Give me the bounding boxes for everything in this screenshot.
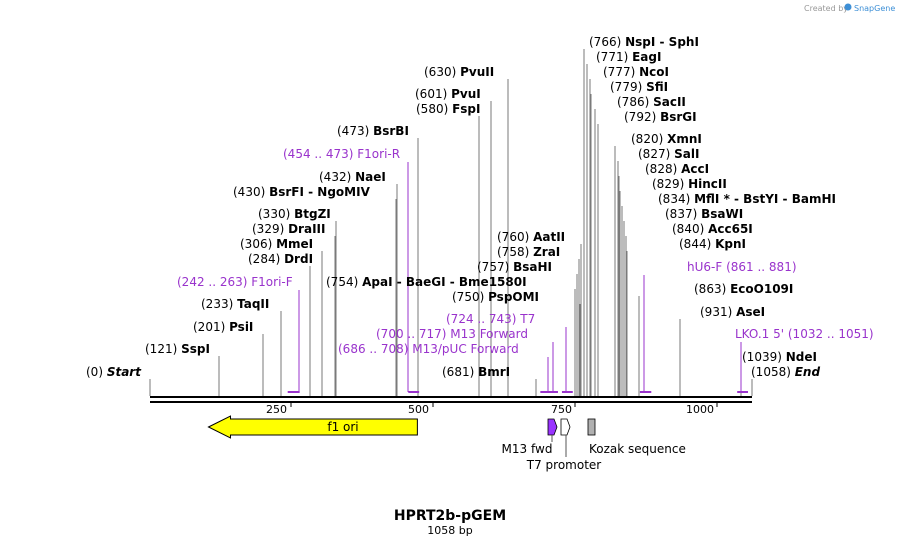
site-label[interactable]: (430) BsrFI - NgoMIV [233, 185, 371, 199]
site-label[interactable]: (829) HincII [652, 177, 727, 191]
site-label[interactable]: (580) FspI [416, 102, 481, 116]
f1-ori-feature-arrow[interactable] [207, 415, 418, 439]
credit-brand: SnapGene [854, 4, 895, 13]
site-label[interactable]: (0) Start [86, 365, 142, 379]
primer-label[interactable]: (686 .. 708) M13/pUC Forward [338, 342, 519, 356]
tick-label-1000: 1000 [686, 403, 714, 416]
site-label[interactable]: (630) PvuII [424, 65, 494, 79]
site-label[interactable]: (779) SfiI [610, 80, 668, 94]
site-label[interactable]: (201) PsiI [193, 320, 253, 334]
leader-lines [149, 49, 753, 396]
primer-label[interactable]: (242 .. 263) F1ori-F [177, 275, 293, 289]
site-label[interactable]: (306) MmeI [240, 237, 313, 251]
site-label[interactable]: (777) NcoI [603, 65, 669, 79]
m13-fwd-feature-arrow[interactable] [547, 418, 558, 436]
site-label[interactable]: (330) BtgZI [258, 207, 331, 221]
primer-label[interactable]: LKO.1 5' (1032 .. 1051) [735, 327, 874, 341]
snapgene-logo-icon [844, 3, 852, 11]
site-label[interactable]: (1039) NdeI [742, 350, 817, 364]
credit-text: Created by [804, 4, 848, 13]
site-label[interactable]: (837) BsaWI [665, 207, 743, 221]
site-label[interactable]: (931) AseI [700, 305, 765, 319]
site-label[interactable]: (844) KpnI [679, 237, 746, 251]
plasmid-length: 1058 bp [427, 524, 472, 537]
site-label[interactable]: (760) AatII [497, 230, 565, 244]
site-label[interactable]: (750) PspOMI [452, 290, 539, 304]
site-label[interactable]: (863) EcoO109I [694, 282, 793, 296]
site-label[interactable]: (827) SalI [638, 147, 699, 161]
site-labels: (0) Start(121) SspI (201) PsiI (233) TaqII… [86, 35, 874, 379]
site-label[interactable]: (828) AccI [645, 162, 709, 176]
site-label[interactable]: (834) MflI * - BstYI - BamHI [658, 192, 836, 206]
primer-label[interactable]: (454 .. 473) F1ori-R [283, 147, 400, 161]
tick-label-500: 500 [408, 403, 429, 416]
kozak-sequence-label: Kozak sequence [589, 442, 686, 456]
site-label[interactable]: (432) NaeI [319, 170, 386, 184]
t7-promoter-feature-arrow[interactable] [560, 418, 571, 436]
m13-fwd-label: M13 fwd [502, 442, 553, 456]
site-label[interactable]: (473) BsrBI [337, 124, 409, 138]
site-label[interactable]: (329) DraIII [252, 222, 325, 236]
site-label[interactable]: (121) SspI [145, 342, 210, 356]
site-label[interactable]: (284) DrdI [248, 252, 313, 266]
site-label[interactable]: (233) TaqII [201, 297, 269, 311]
site-label[interactable]: (1058) End [751, 365, 820, 379]
primer-label[interactable]: (700 .. 717) M13 Forward [376, 327, 528, 341]
primer-label[interactable]: (724 .. 743) T7 [446, 312, 535, 326]
plasmid-title: HPRT2b-pGEM [394, 508, 506, 524]
site-label[interactable]: (681) BmrI [442, 365, 510, 379]
site-label[interactable]: (754) ApaI - BaeGI - Bme1580I [326, 275, 527, 289]
site-label[interactable]: (786) SacII [617, 95, 686, 109]
site-label[interactable]: (771) EagI [596, 50, 661, 64]
site-label[interactable]: (766) NspI - SphI [589, 35, 699, 49]
t7-promoter-label: T7 promoter [526, 458, 602, 472]
primer-label[interactable]: hU6-F (861 .. 881) [687, 260, 797, 274]
site-label[interactable]: (792) BsrGI [624, 110, 697, 124]
kozak-feature-box[interactable] [587, 418, 596, 436]
site-label[interactable]: (758) ZraI [497, 245, 560, 259]
tick-label-750: 750 [551, 403, 572, 416]
site-label[interactable]: (840) Acc65I [672, 222, 753, 236]
site-label[interactable]: (820) XmnI [631, 132, 702, 146]
tick-label-250: 250 [266, 403, 287, 416]
site-label[interactable]: (757) BsaHI [477, 260, 552, 274]
f1-ori-label: f1 ori [327, 420, 358, 434]
site-label[interactable]: (601) PvuI [415, 87, 481, 101]
